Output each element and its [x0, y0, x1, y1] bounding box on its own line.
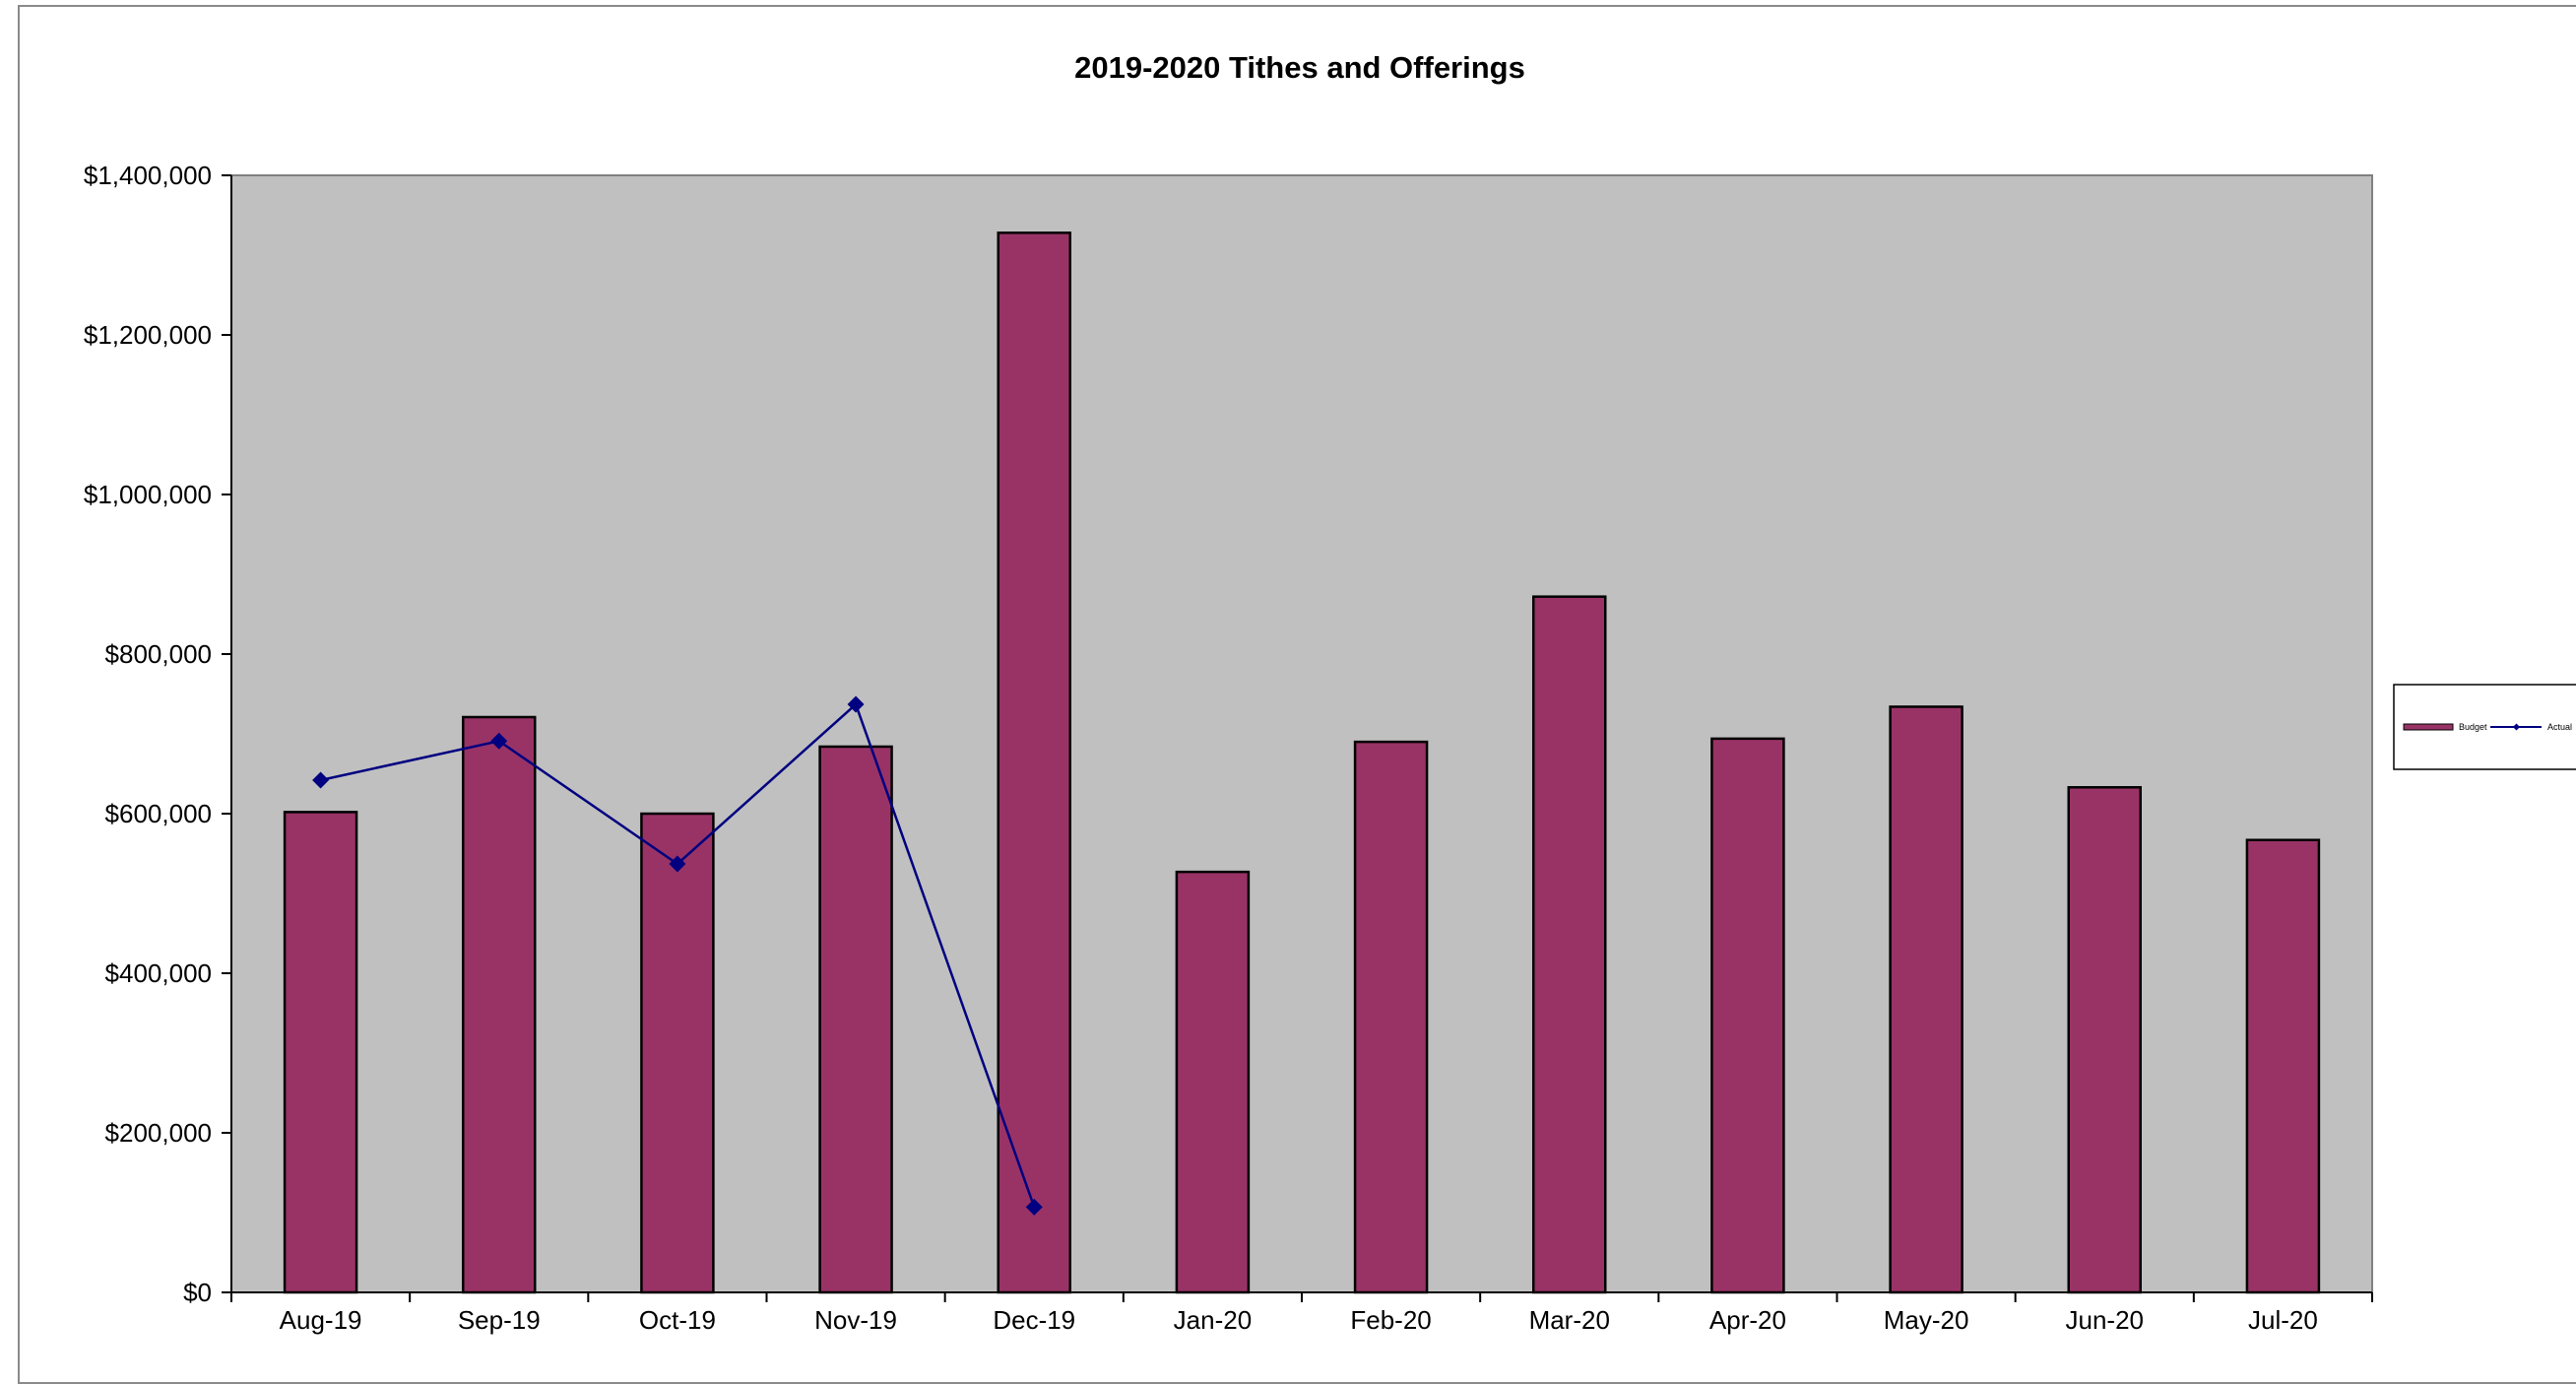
x-tick-label: Oct-19	[639, 1305, 716, 1335]
budget-bar	[2245, 838, 2321, 1294]
actual-line	[312, 695, 1043, 1216]
actual-point	[312, 771, 330, 789]
budget-bar	[1710, 737, 1785, 1294]
y-tick-label: $1,200,000	[84, 320, 212, 350]
actual-point	[847, 695, 865, 713]
x-tick-label: May-20	[1884, 1305, 1969, 1335]
chart-frame: 2019-2020 Tithes and Offerings $0 $200,00…	[18, 5, 2576, 1384]
budget-bar	[2067, 786, 2142, 1294]
x-tick-label: Feb-20	[1350, 1305, 1431, 1335]
x-tick-label: Sep-19	[458, 1305, 541, 1335]
y-tick-label: $0	[183, 1278, 212, 1307]
budget-bar	[640, 812, 715, 1294]
x-tick-label: Jan-20	[1174, 1305, 1253, 1335]
actual-point	[490, 732, 508, 750]
y-tick-label: $200,000	[105, 1118, 212, 1148]
chart-title: 2019-2020 Tithes and Offerings	[1074, 50, 1525, 85]
budget-bar	[1175, 870, 1251, 1294]
legend: Budget Actual	[2393, 684, 2576, 770]
legend-swatch-budget	[2403, 723, 2454, 731]
x-tick-label: Jul-20	[2248, 1305, 2318, 1335]
y-tick-label: $1,000,000	[84, 480, 212, 509]
plot-area	[230, 174, 2373, 1293]
actual-point	[669, 855, 686, 873]
budget-bar	[1532, 595, 1607, 1294]
chart-svg: 2019-2020 Tithes and Offerings $0 $200,00…	[84, 50, 2576, 1335]
plot-background	[230, 174, 2373, 1293]
y-tick-label: $600,000	[105, 799, 212, 828]
x-tick-label: Mar-20	[1529, 1305, 1610, 1335]
x-axis: Aug-19 Sep-19 Oct-19 Nov-19 Dec-19 Jan-20 Feb-…	[230, 1291, 2373, 1335]
x-tick-label: Nov-19	[814, 1305, 897, 1335]
y-tick-label: $400,000	[105, 958, 212, 988]
legend-label-actual: Actual	[2547, 722, 2572, 732]
y-axis: $0 $200,000 $400,000 $600,000 $800,000 $1,000…	[84, 161, 232, 1307]
x-tick-label: Dec-19	[993, 1305, 1075, 1335]
budget-bars	[283, 231, 2321, 1294]
legend-label-budget: Budget	[2459, 722, 2487, 732]
budget-bar	[818, 745, 893, 1294]
budget-bar	[1889, 705, 1964, 1294]
x-tick-label: Aug-19	[280, 1305, 362, 1335]
y-tick-label: $800,000	[105, 639, 212, 669]
actual-point	[1025, 1198, 1043, 1216]
budget-bar	[283, 811, 358, 1294]
budget-bar	[1353, 740, 1429, 1294]
budget-bar	[462, 715, 537, 1294]
y-tick-label: $1,400,000	[84, 161, 212, 190]
budget-bar	[997, 231, 1071, 1294]
x-tick-label: Apr-20	[1709, 1305, 1786, 1335]
x-tick-label: Jun-20	[2066, 1305, 2145, 1335]
